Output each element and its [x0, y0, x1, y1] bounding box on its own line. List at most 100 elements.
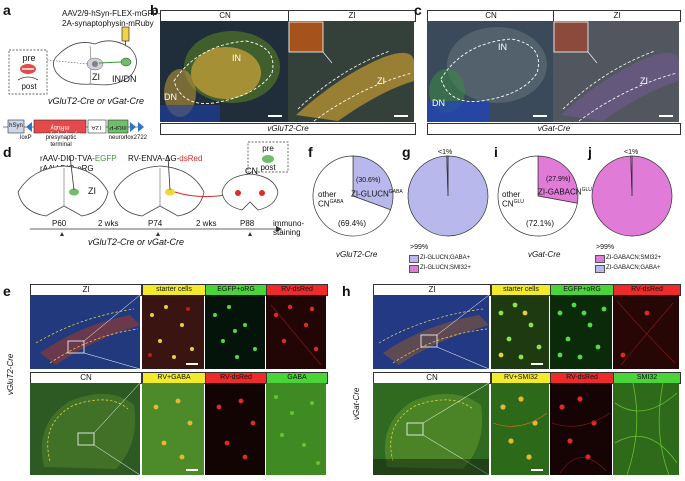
e-zi-overview	[30, 295, 140, 369]
a-pre-label: pre	[22, 53, 36, 63]
pie-slice	[630, 155, 633, 197]
g-legend-swatch-1	[409, 255, 419, 263]
panel-d-diagram	[17, 141, 289, 236]
pie-slice	[312, 155, 391, 237]
f-other-cn: CNGABA	[318, 199, 344, 209]
panel-b-label: b	[150, 2, 159, 18]
i-other: other	[502, 190, 521, 199]
d-p74: P74	[148, 219, 163, 228]
d-virus-3: RV-ENVA-ΔG-dsRed	[128, 154, 203, 163]
f-footer: vGluT2-Cre	[336, 250, 378, 259]
a-indn-label: IN/DN	[112, 74, 137, 84]
h-rvsmi-image	[491, 383, 549, 475]
pie-chart-j	[591, 155, 673, 237]
panel-g-label: g	[402, 144, 411, 160]
d-pre-label: pre	[262, 144, 274, 153]
j-lt1: <1%	[624, 149, 639, 156]
a-mice-label: vGluT2-Cre or vGat-Cre	[48, 96, 145, 106]
construct-loxp: loxP	[20, 135, 32, 141]
e-rvds-image	[266, 295, 326, 369]
b-zi-micrograph	[288, 21, 414, 122]
b-cn-micrograph	[160, 21, 288, 122]
panel-j-label: j	[588, 144, 592, 160]
h-smi-image	[613, 383, 679, 475]
h-side-label: vGat-Cre	[352, 387, 361, 420]
e-rvds2-image	[205, 383, 265, 475]
h-smi-label: SMI32	[613, 372, 681, 384]
d-immuno: immuno-	[273, 219, 305, 228]
d-2wks-1: 2 wks	[98, 219, 119, 228]
d-cn-label: CN	[245, 166, 258, 176]
pie-slice	[446, 155, 449, 197]
pie-slice	[497, 155, 578, 237]
construct-neuron: neuron	[108, 135, 128, 141]
f-slice-pct: (30.6%)	[356, 177, 381, 184]
vector-line-2: 2A-synaptophysin-mRuby	[62, 19, 154, 28]
g-legend-2: ZI-GLUCN;SMI32+	[420, 265, 471, 271]
vector-line-1: AAV2/9-hSyn-FLEX-mGFP-	[62, 9, 161, 18]
j-gt99: >99%	[596, 244, 615, 251]
e-egfp-image	[205, 295, 265, 369]
pie-chart-i	[497, 155, 579, 237]
construct-mgfp: mGFP	[109, 124, 127, 130]
c-footer: vGat-Cre	[427, 123, 681, 135]
i-slice-pct: (27.9%)	[546, 176, 571, 183]
d-virus-1: rAAV-DIO-TVA-EGFP	[40, 154, 117, 163]
construct-presyn: presynaptic terminal	[45, 135, 77, 148]
i-other-cn: CNGLU	[502, 199, 524, 209]
panel-f-label: f	[308, 144, 313, 160]
i-footer: vGat-Cre	[528, 250, 561, 259]
f-slice-name: ZI-GLUCNGABA	[351, 189, 403, 199]
a-zi-label: ZI	[92, 72, 100, 82]
b-dn-label: DN	[164, 92, 177, 102]
h-cn-overview	[373, 383, 489, 475]
f-other: other	[318, 190, 337, 199]
e-side-label: vGluT2-Cre	[6, 353, 15, 395]
panel-e-label: e	[3, 283, 11, 299]
h-starter-image	[491, 295, 549, 369]
a-post-label: post	[21, 82, 37, 91]
j-legend-swatch-1	[595, 255, 605, 263]
h-rvds2-image	[550, 383, 612, 475]
pie-chart-f	[312, 155, 394, 237]
panel-d-label: d	[3, 144, 12, 160]
e-gaba-image	[266, 383, 326, 475]
construct-lox2722: lox2722	[126, 135, 148, 141]
construct-hsyn: hSyn	[9, 123, 23, 129]
construct-t2a: T2A	[91, 124, 103, 130]
c-dn-label: DN	[432, 98, 445, 108]
g-gt99: >99%	[410, 244, 429, 251]
i-other-pct: (72.1%)	[526, 219, 555, 228]
i-slice-name: ZI-GABACNGLU	[538, 187, 592, 197]
h-rvds-image	[613, 295, 679, 369]
e-starter-image	[142, 295, 204, 369]
panel-c-label: c	[414, 2, 422, 18]
e-cn-overview	[30, 383, 140, 475]
b-in-label: IN	[232, 53, 241, 63]
panel-a-diagram	[3, 26, 144, 134]
panel-a-label: a	[3, 2, 11, 18]
g-legend-swatch-2	[409, 265, 419, 273]
d-p88: P88	[240, 219, 255, 228]
pie-slice	[537, 155, 579, 204]
g-lt1: <1%	[438, 149, 453, 156]
c-zi-micrograph	[553, 21, 679, 122]
d-p60: P60	[52, 219, 67, 228]
pie-slice	[352, 155, 394, 211]
c-zi-region-label: ZI	[640, 76, 648, 86]
j-legend-swatch-2	[595, 265, 605, 273]
d-zi-label: ZI	[88, 186, 96, 196]
d-mice-label: vGluT2-Cre or vGat-Cre	[88, 237, 185, 247]
pie-chart-g	[407, 155, 489, 237]
d-2wks-2: 2 wks	[196, 219, 217, 228]
j-legend-1: ZI-GABACN;SMI32+	[606, 255, 662, 261]
b-zi-region-label: ZI	[377, 76, 385, 86]
panel-h-label: h	[342, 283, 351, 299]
d-staining: staining	[273, 228, 301, 237]
e-rvgaba-image	[142, 383, 204, 475]
f-other-pct: (69.4%)	[338, 219, 367, 228]
c-in-label: IN	[498, 42, 507, 52]
j-legend-2: ZI-GABACN;GABA+	[606, 265, 661, 271]
b-footer: vGluT2-Cre	[160, 123, 416, 135]
g-legend-1: ZI-GLUCN;GABA+	[420, 255, 471, 261]
